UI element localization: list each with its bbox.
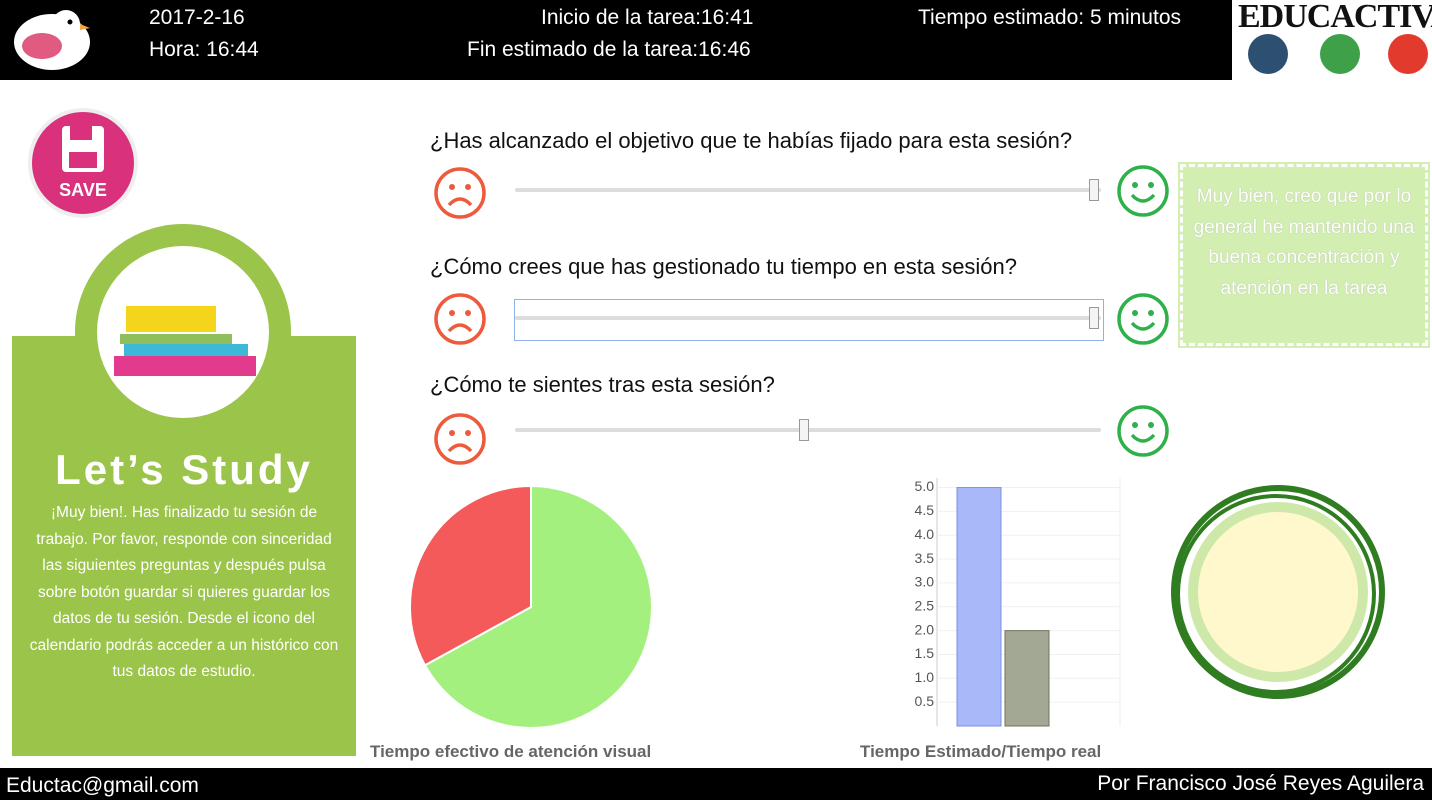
y-tick-label: 1.5	[915, 645, 935, 661]
y-tick-label: 3.0	[915, 574, 935, 590]
save-label: SAVE	[59, 180, 107, 200]
slider-track	[515, 188, 1101, 192]
bar-title: Tiempo Estimado/Tiempo real	[860, 742, 1102, 761]
happy-face	[1117, 293, 1169, 345]
bar	[1004, 630, 1050, 727]
card-text: ¡Muy bien!. Has finalizado tu sesión de …	[29, 504, 339, 680]
y-tick-label: 4.5	[915, 502, 935, 518]
slider-thumb	[1089, 179, 1099, 201]
task-start: Inicio de la tarea:16:41	[541, 6, 754, 29]
slider-track	[515, 316, 1101, 320]
pie-slice	[409, 484, 532, 667]
question: ¿Cómo te sientes tras esta sesión?	[430, 372, 775, 397]
happy-face	[1117, 405, 1169, 457]
card-title: Let’s Study	[55, 446, 313, 493]
slider-focus	[514, 299, 1104, 341]
time: Hora: 16:44	[149, 38, 259, 61]
sad-face	[434, 167, 486, 219]
y-tick-label: 1.0	[915, 669, 935, 685]
question: ¿Has alcanzado el objetivo que te habías…	[430, 128, 1073, 153]
pie-title: Tiempo efectivo de atención visual	[370, 742, 652, 761]
y-tick-label: 2.5	[915, 597, 935, 613]
author: Por Francisco José Reyes Aguilera	[1097, 772, 1424, 795]
feedback-text: Muy bien, creo que por lo general he man…	[1193, 186, 1415, 299]
sad-face	[434, 413, 486, 465]
progress-circle	[1171, 485, 1385, 699]
sad-face	[434, 293, 486, 345]
brand: EDUCACTIVA	[1238, 0, 1432, 35]
brand-icons	[1248, 34, 1428, 74]
slider-thumb	[1089, 307, 1099, 329]
bar-chart: 0.5 1.0 1.5 2.0 2.5 3.0 3.5 4.0 4.5 5.0	[915, 478, 1121, 727]
top-bar	[0, 0, 1232, 80]
footer	[0, 768, 1432, 800]
pie-chart	[409, 484, 653, 729]
disk-icon	[62, 126, 104, 172]
y-tick-label: 5.0	[915, 478, 935, 494]
y-tick-label: 0.5	[915, 693, 935, 709]
save-button[interactable]	[28, 108, 138, 218]
email: Eductac@gmail.com	[6, 774, 199, 797]
date: 2017-2-16	[149, 6, 245, 29]
books-icon	[114, 306, 256, 376]
question: ¿Cómo crees que has gestionado tu tiempo…	[430, 254, 1018, 279]
bird-icon	[14, 10, 90, 70]
y-tick-label: 3.5	[915, 550, 935, 566]
y-tick-label: 4.0	[915, 526, 935, 542]
pie-slice	[423, 484, 653, 729]
slider-thumb	[799, 419, 809, 441]
speech-bubble	[1178, 162, 1430, 348]
y-tick-label: 2.0	[915, 621, 935, 637]
happy-face	[1117, 165, 1169, 217]
bar	[956, 487, 1002, 727]
task-end: Fin estimado de la tarea:16:46	[467, 38, 751, 61]
estimated-time: Tiempo estimado: 5 minutos	[918, 6, 1182, 29]
